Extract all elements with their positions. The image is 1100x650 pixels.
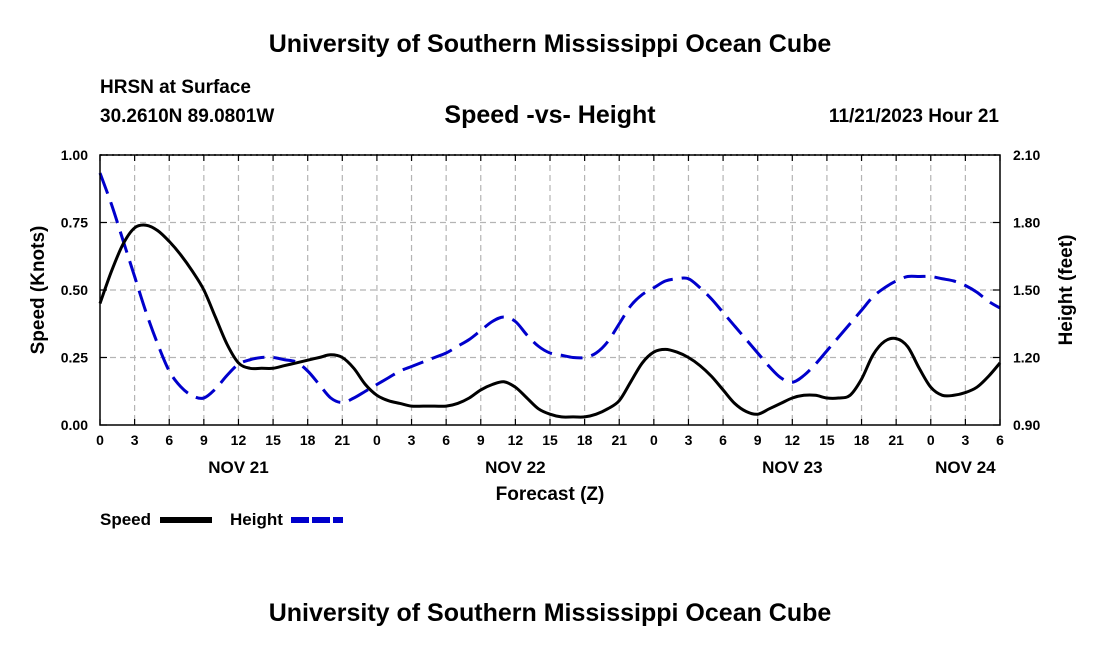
y-tick-label-right: 1.50 <box>1013 282 1040 298</box>
x-tick-label: 15 <box>542 432 558 448</box>
y-tick-label-left: 0.75 <box>61 215 88 231</box>
x-tick-label: 6 <box>165 432 173 448</box>
date-label: NOV 22 <box>485 458 545 477</box>
x-tick-label: 6 <box>996 432 1004 448</box>
x-tick-label: 0 <box>650 432 658 448</box>
coordinates-label: 30.2610N 89.0801W <box>100 106 275 127</box>
legend-label-height: Height <box>230 510 283 529</box>
x-tick-label: 15 <box>819 432 835 448</box>
date-label: NOV 21 <box>208 458 268 477</box>
y-tick-label-left: 0.50 <box>61 282 88 298</box>
y-tick-label-left: 1.00 <box>61 147 88 163</box>
x-tick-label: 9 <box>754 432 762 448</box>
chart-subtitle: Speed -vs- Height <box>444 101 656 129</box>
y-axis-title-right: Height (feet) <box>1056 235 1077 346</box>
date-label: NOV 24 <box>935 458 996 477</box>
x-tick-label: 6 <box>719 432 727 448</box>
x-tick-label: 6 <box>442 432 450 448</box>
x-tick-label: 21 <box>888 432 904 448</box>
y-tick-label-right: 1.20 <box>1013 350 1040 366</box>
axes: 0 3 6 9 12 15 18 21 0 3 6 9 12 15 18 21 0 3 6 9 12 15 18 21 0 3 60… <box>28 147 1077 505</box>
x-tick-label: 12 <box>785 432 801 448</box>
x-tick-label: 15 <box>265 432 281 448</box>
forecast-datetime: 11/21/2023 Hour 21 <box>828 106 999 127</box>
x-tick-label: 9 <box>477 432 485 448</box>
series-layer <box>98 172 1002 419</box>
page-title: University of Southern Mississippi Ocean… <box>268 30 832 58</box>
y-tick-label-left: 0.25 <box>61 350 88 366</box>
legend: Speed Height <box>100 510 343 529</box>
x-tick-label: 3 <box>131 432 139 448</box>
x-tick-label: 12 <box>508 432 524 448</box>
series-line-height <box>98 172 1001 404</box>
y-tick-label-right: 1.80 <box>1013 215 1040 231</box>
y-tick-label-right: 2.10 <box>1013 147 1040 163</box>
x-tick-label: 0 <box>927 432 935 448</box>
y-tick-label-right: 0.90 <box>1013 417 1040 433</box>
x-tick-label: 18 <box>577 432 593 448</box>
x-axis-title: Forecast (Z) <box>496 484 605 505</box>
date-label: NOV 23 <box>762 458 822 477</box>
station-label: HRSN at Surface <box>100 77 251 98</box>
x-tick-label: 3 <box>961 432 969 448</box>
x-tick-label: 21 <box>611 432 627 448</box>
x-tick-label: 12 <box>231 432 247 448</box>
x-tick-label: 3 <box>685 432 693 448</box>
y-tick-label-left: 0.00 <box>61 417 88 433</box>
y-axis-title-left: Speed (Knots) <box>28 226 49 355</box>
series-line-speed <box>98 223 1002 419</box>
x-tick-label: 9 <box>200 432 208 448</box>
x-tick-label: 21 <box>335 432 351 448</box>
x-tick-label: 0 <box>373 432 381 448</box>
legend-label-speed: Speed <box>100 510 151 529</box>
x-tick-label: 18 <box>854 432 870 448</box>
x-tick-label: 3 <box>408 432 416 448</box>
x-tick-label: 18 <box>300 432 316 448</box>
footer-title: University of Southern Mississippi Ocean… <box>268 599 832 627</box>
x-tick-label: 0 <box>96 432 104 448</box>
grid <box>100 154 1000 425</box>
